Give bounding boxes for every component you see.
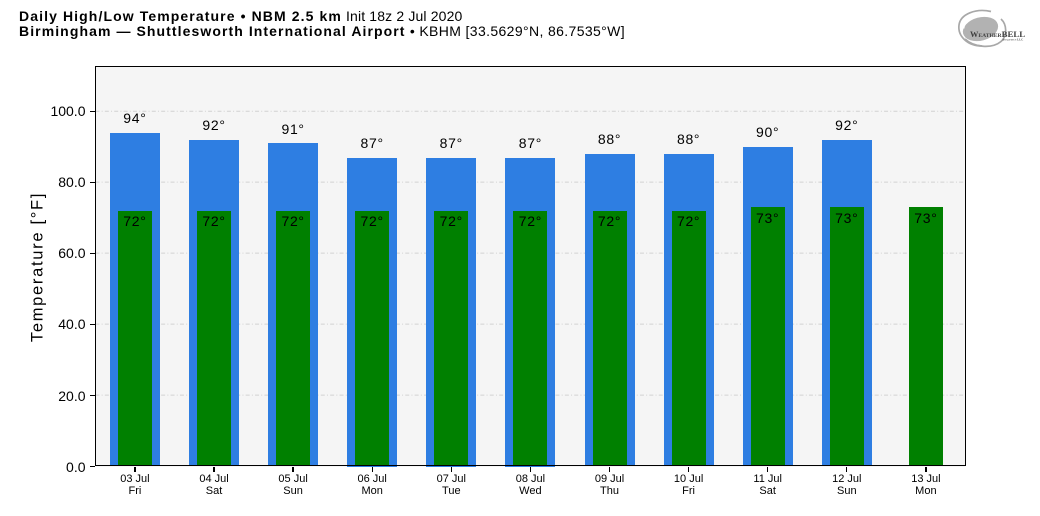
svg-text:ANALYTICS LLC: ANALYTICS LLC bbox=[1002, 37, 1023, 41]
svg-text:WEATHERBELL: WEATHERBELL bbox=[970, 28, 1025, 38]
